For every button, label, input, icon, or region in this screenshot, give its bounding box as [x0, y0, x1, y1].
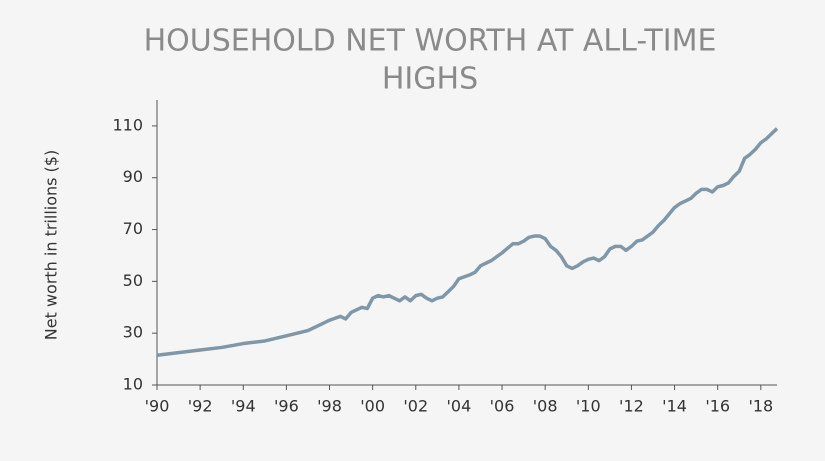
- x-tick-label: '92: [188, 397, 213, 416]
- x-tick-label: '16: [705, 397, 730, 416]
- x-tick-label: '00: [360, 397, 385, 416]
- chart-title: HOUSEHOLD NET WORTH AT ALL-TIME: [144, 24, 717, 59]
- x-tick-label: '04: [447, 397, 472, 416]
- x-tick-label: '10: [576, 397, 601, 416]
- x-tick-label: '90: [145, 397, 170, 416]
- x-tick-label: '18: [748, 397, 773, 416]
- y-tick-label: 90: [123, 167, 143, 186]
- y-tick-label: 110: [112, 115, 143, 134]
- y-axis-label: Net worth in trillions ($): [42, 150, 61, 340]
- line: [156, 127, 779, 357]
- x-tick-label: '08: [533, 397, 558, 416]
- y-tick-label: 70: [123, 219, 143, 238]
- x-tick-label: '12: [619, 397, 644, 416]
- x-tick-label: '02: [403, 397, 428, 416]
- y-tick-label: 30: [123, 323, 143, 342]
- x-tick-label: '14: [662, 397, 687, 416]
- y-tick-label: 10: [123, 375, 143, 394]
- chart-title: HIGHS: [382, 62, 478, 97]
- x-tick-label: '06: [490, 397, 515, 416]
- x-tick-label: '96: [274, 397, 299, 416]
- x-tick-label: '94: [231, 397, 256, 416]
- y-tick-label: 50: [123, 271, 143, 290]
- x-tick-label: '98: [317, 397, 342, 416]
